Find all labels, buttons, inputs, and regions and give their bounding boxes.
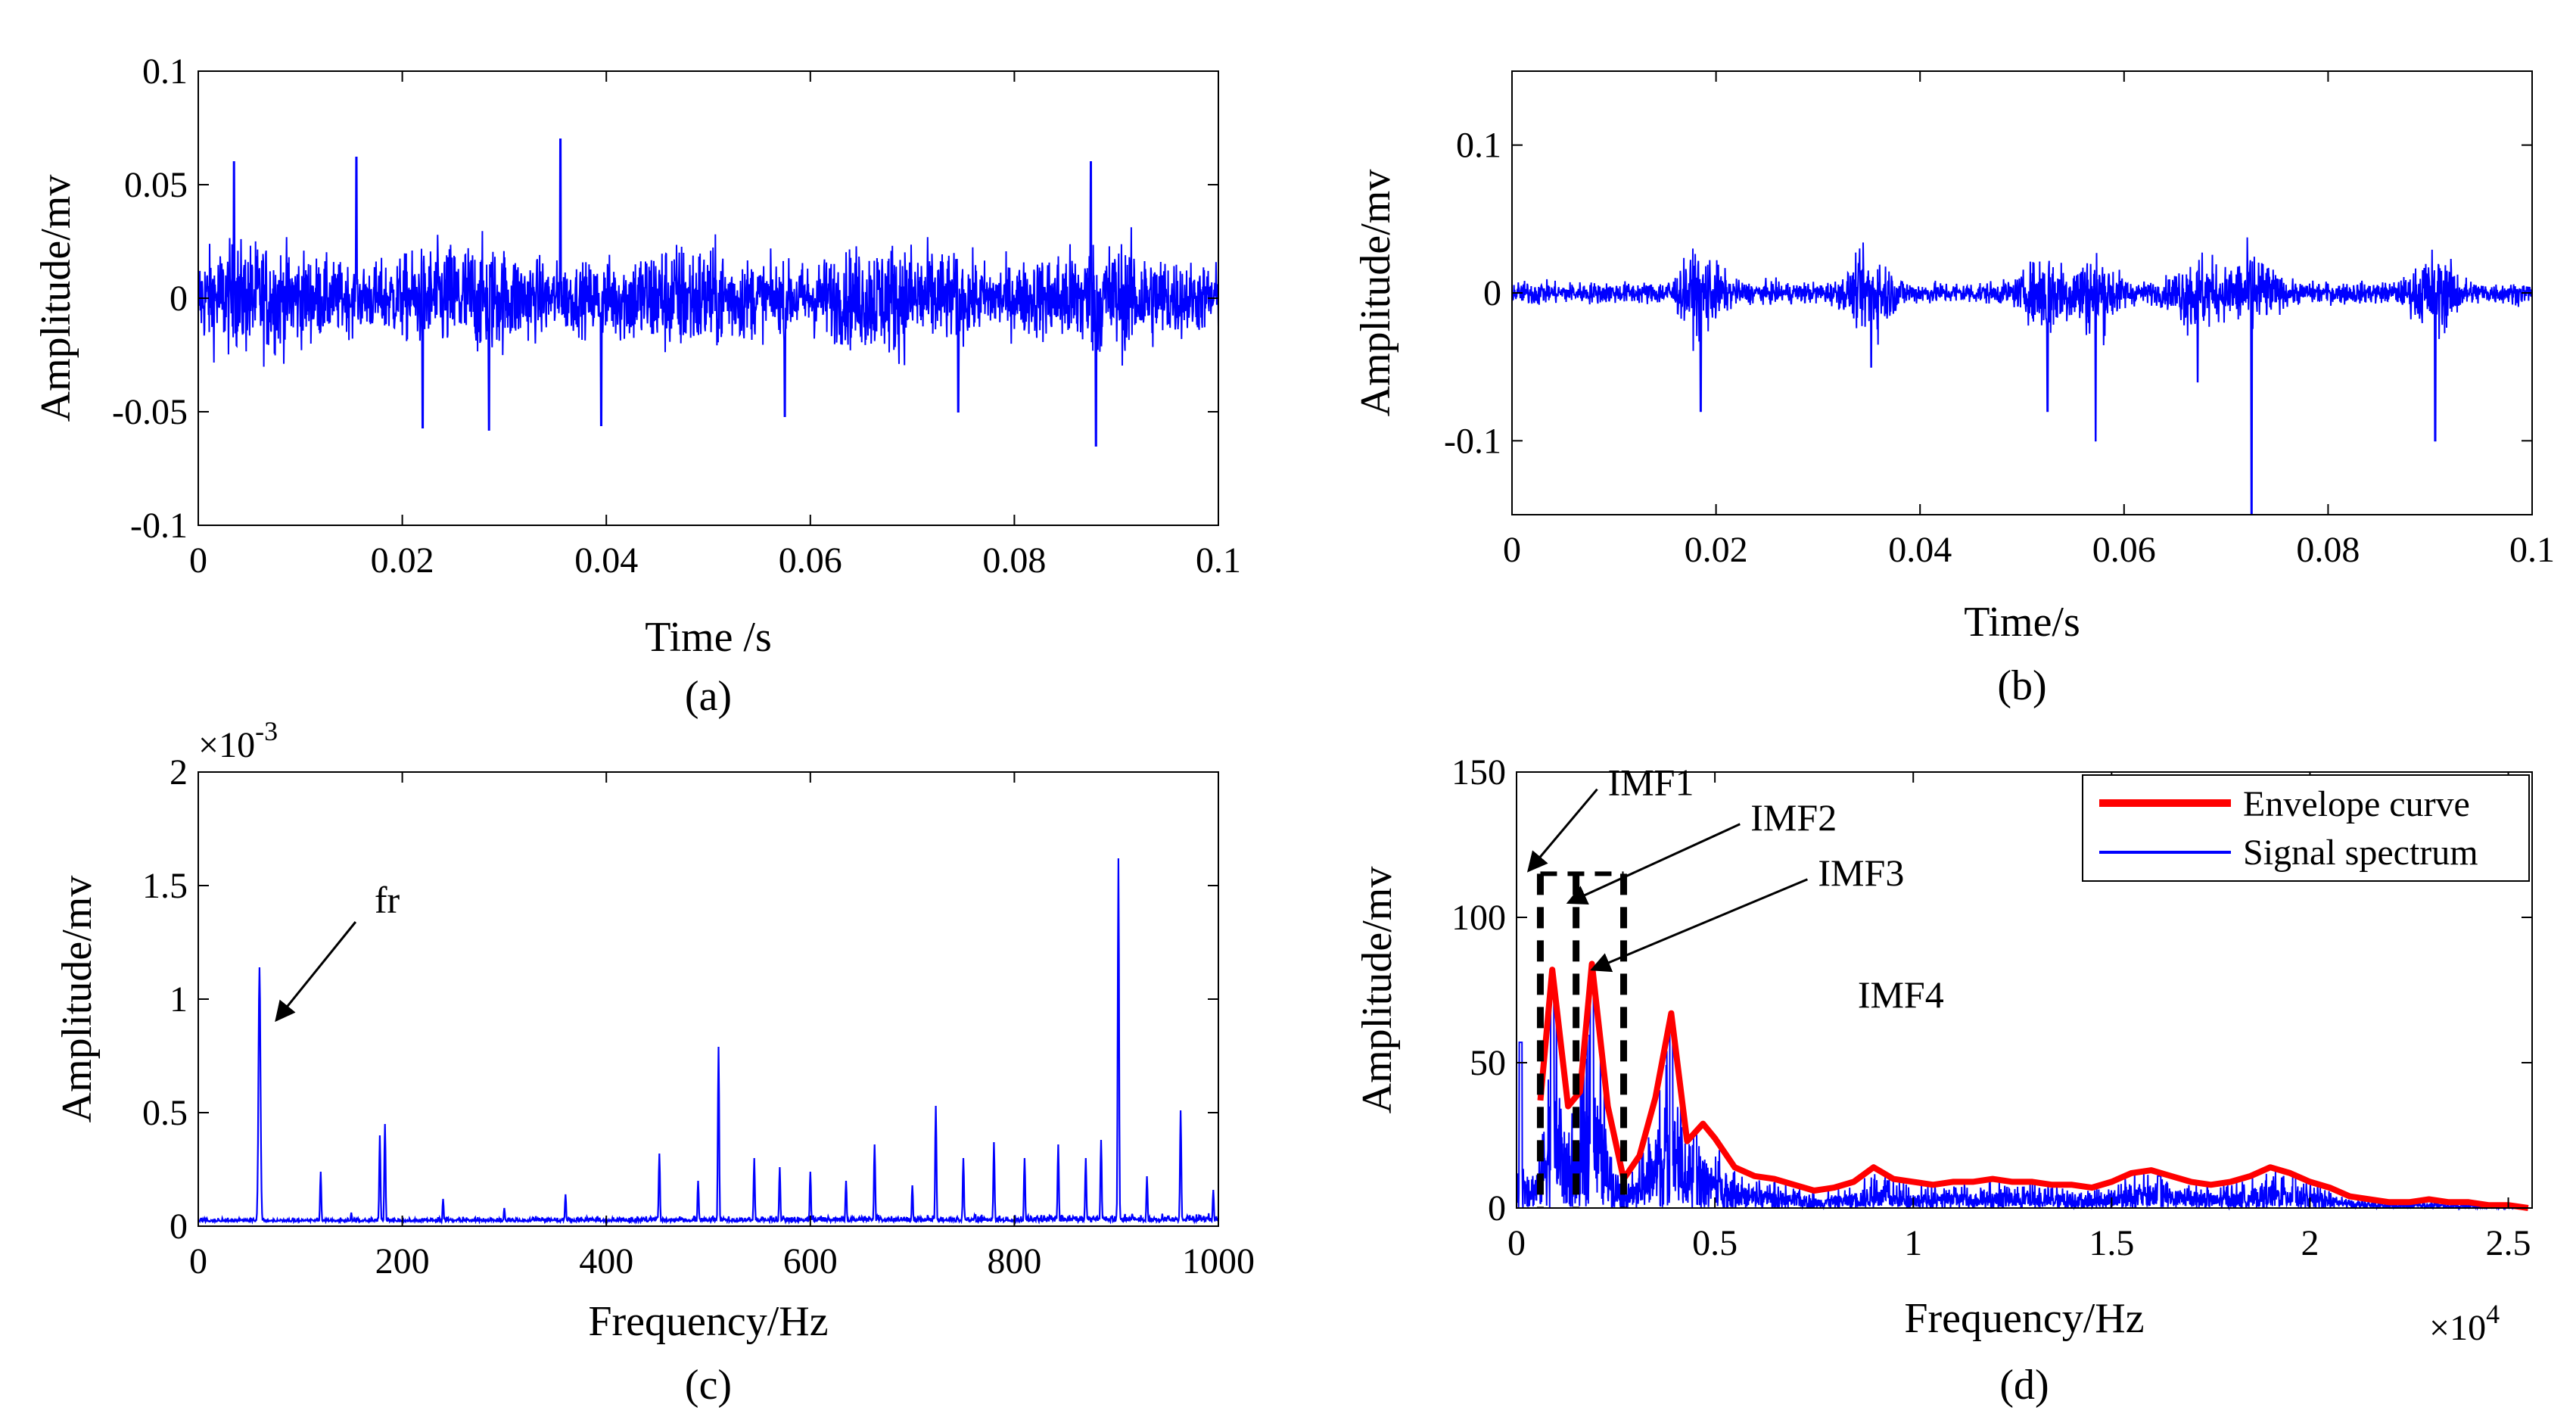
panel-c-scale-label: ×10-3 [198, 716, 278, 765]
panel-b-xtick-label: 0.08 [2296, 530, 2360, 570]
annotation-imf1: IMF1 [1608, 761, 1694, 804]
panel-c-ytick-label: 1 [170, 979, 188, 1020]
panel-c-spectrum-line [198, 858, 1219, 1225]
fr-arrow [275, 921, 357, 1023]
panel-d-xlabel: Frequency/Hz [1904, 1295, 2144, 1342]
panel-a-ylabel: Amplitude/mv [33, 175, 79, 422]
panel-a-xtick-label: 0 [189, 540, 207, 581]
panel-a-xtick-label: 0.1 [1196, 540, 1241, 581]
panel-a-xtick-label: 0.02 [371, 540, 434, 581]
panel-c-ytick-label: 0.5 [142, 1093, 188, 1133]
panel-a-ticks: 0 0.02 0.04 0.06 0.08 0.1 -0.1 -0.05 0 0.05 0.1 [112, 51, 1241, 581]
panel-c-spectrum-polyline [198, 858, 1219, 1225]
panel-d-axes-box [1516, 771, 2533, 1209]
panel-d-envelope-curve [1537, 961, 2529, 1211]
panel-d-annotations: IMF1 IMF2 IMF3 IMF4 [1526, 761, 1944, 1016]
panel-c-ytick-label: 0 [170, 1206, 188, 1247]
panel-d-xtick-label: 0 [1507, 1223, 1526, 1263]
annotation-imf3: IMF3 [1818, 852, 1904, 894]
panel-b-xtick-label: 0.06 [2092, 530, 2156, 570]
panel-d-xtick-label: 0.5 [1692, 1223, 1738, 1263]
arrow-imf1 [1526, 788, 1598, 873]
panel-b-signal-line [1511, 237, 2533, 515]
panel-a-xlabel: Time /s [645, 614, 772, 661]
legend-spectrum-label: Signal spectrum [2243, 833, 2478, 873]
panel-b-ytick-label: 0.1 [1456, 126, 1501, 166]
panel-c-xtick-label: 400 [579, 1241, 633, 1281]
panel-a-caption: (a) [685, 673, 732, 720]
panel-b-signal-polyline [1511, 237, 2533, 515]
panel-c-caption: (c) [685, 1362, 732, 1409]
panel-d-xtick-label: 1 [1904, 1223, 1922, 1263]
panel-b-xlabel: Time/s [1964, 599, 2080, 646]
panel-a-signal-line [198, 139, 1219, 447]
panel-d-ytick-label: 50 [1470, 1043, 1506, 1083]
panel-c-xtick-label: 800 [987, 1241, 1041, 1281]
panel-d-xtick-label: 2 [2301, 1223, 2319, 1263]
panel-c-xtick-label: 200 [375, 1241, 430, 1281]
panel-d-ylabel: Amplitude/mv [1354, 867, 1401, 1114]
panel-b-xtick-label: 0.04 [1888, 530, 1952, 570]
panel-a: 0 0.02 0.04 0.06 0.08 0.1 -0.1 -0.05 0 0.05 0.1 Ti… [33, 51, 1241, 720]
panel-d-ytick-label: 100 [1451, 898, 1506, 938]
panel-b-ytick-label: -0.1 [1444, 421, 1501, 461]
panel-b: 0 0.02 0.04 0.06 0.08 0.1 -0.1 0 0.1 Time/s Ampl… [1352, 70, 2555, 709]
panel-d: 0 0.5 1 1.5 2 2.5 0 50 100 150 IMF1 IMF2 IMF3 IMF4 E… [1354, 752, 2533, 1409]
panel-a-ytick-label: -0.05 [112, 392, 188, 432]
panel-b-ytick-label: 0 [1483, 273, 1501, 313]
panel-d-xtick-label: 1.5 [2089, 1223, 2134, 1263]
panel-d-caption: (d) [1999, 1362, 2049, 1409]
panel-d-xtick-label: 2.5 [2486, 1223, 2531, 1263]
panel-d-ticks: 0 0.5 1 1.5 2 2.5 0 50 100 150 [1451, 752, 2532, 1263]
panel-a-ytick-label: -0.1 [130, 506, 188, 546]
panel-d-legend: Envelope curve Signal spectrum [2082, 774, 2530, 882]
legend-box [2082, 774, 2530, 882]
arrow-imf2 [1566, 823, 1741, 904]
panel-a-ytick-label: 0.05 [124, 165, 188, 205]
panel-b-ticks: 0 0.02 0.04 0.06 0.08 0.1 -0.1 0 0.1 [1444, 71, 2555, 570]
annotation-imf4: IMF4 [1858, 973, 1944, 1016]
panel-a-xtick-label: 0.06 [779, 540, 842, 581]
panel-c-ytick-label: 1.5 [142, 866, 188, 906]
panel-a-xtick-label: 0.08 [982, 540, 1046, 581]
panel-c-ytick-label: 2 [170, 752, 188, 792]
panel-b-caption: (b) [1997, 662, 2046, 709]
legend-envelope-label: Envelope curve [2243, 784, 2470, 824]
panel-c-xtick-label: 600 [783, 1241, 838, 1281]
panel-c-xtick-label: 0 [189, 1241, 207, 1281]
fr-label: fr [375, 879, 400, 921]
panel-b-xtick-label: 0.02 [1685, 530, 1748, 570]
panel-d-ytick-label: 150 [1451, 752, 1506, 792]
panel-c: 0 200 400 600 800 1000 0 0.5 1 1.5 2 ×10-3 fr Freq… [54, 716, 1255, 1409]
annotation-imf2: IMF2 [1750, 796, 1837, 839]
panel-c-ticks: 0 200 400 600 800 1000 0 0.5 1 1.5 2 [142, 752, 1255, 1281]
panel-d-imf-boxes [1536, 871, 1628, 1208]
panel-d-signal-spectrum-line [1516, 969, 2532, 1211]
arrow-imf3 [1590, 878, 1808, 973]
panel-d-spectrum-polyline [1516, 969, 2532, 1211]
panel-c-fr-annotation: fr [275, 879, 400, 1023]
panel-b-ylabel: Amplitude/mv [1352, 170, 1399, 417]
panel-d-ytick-label: 0 [1488, 1188, 1506, 1228]
panel-d-scale-label: ×104 [2429, 1299, 2500, 1348]
panel-b-xtick-label: 0.1 [2509, 530, 2555, 570]
panel-a-xtick-label: 0.04 [574, 540, 638, 581]
panel-c-xlabel: Frequency/Hz [588, 1298, 828, 1345]
panel-a-signal-polyline [198, 139, 1219, 447]
panel-a-ytick-label: 0 [170, 279, 188, 319]
panel-b-xtick-label: 0 [1503, 530, 1521, 570]
panel-c-ylabel: Amplitude/mv [54, 876, 101, 1123]
panel-a-ytick-label: 0.1 [142, 51, 188, 92]
panel-c-xtick-label: 1000 [1182, 1241, 1255, 1281]
